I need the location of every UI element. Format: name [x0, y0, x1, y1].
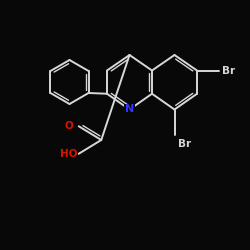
Text: O: O: [64, 121, 73, 131]
Text: HO: HO: [60, 149, 78, 159]
Text: N: N: [125, 104, 134, 115]
Text: Br: Br: [222, 66, 235, 76]
Text: Br: Br: [178, 139, 191, 149]
